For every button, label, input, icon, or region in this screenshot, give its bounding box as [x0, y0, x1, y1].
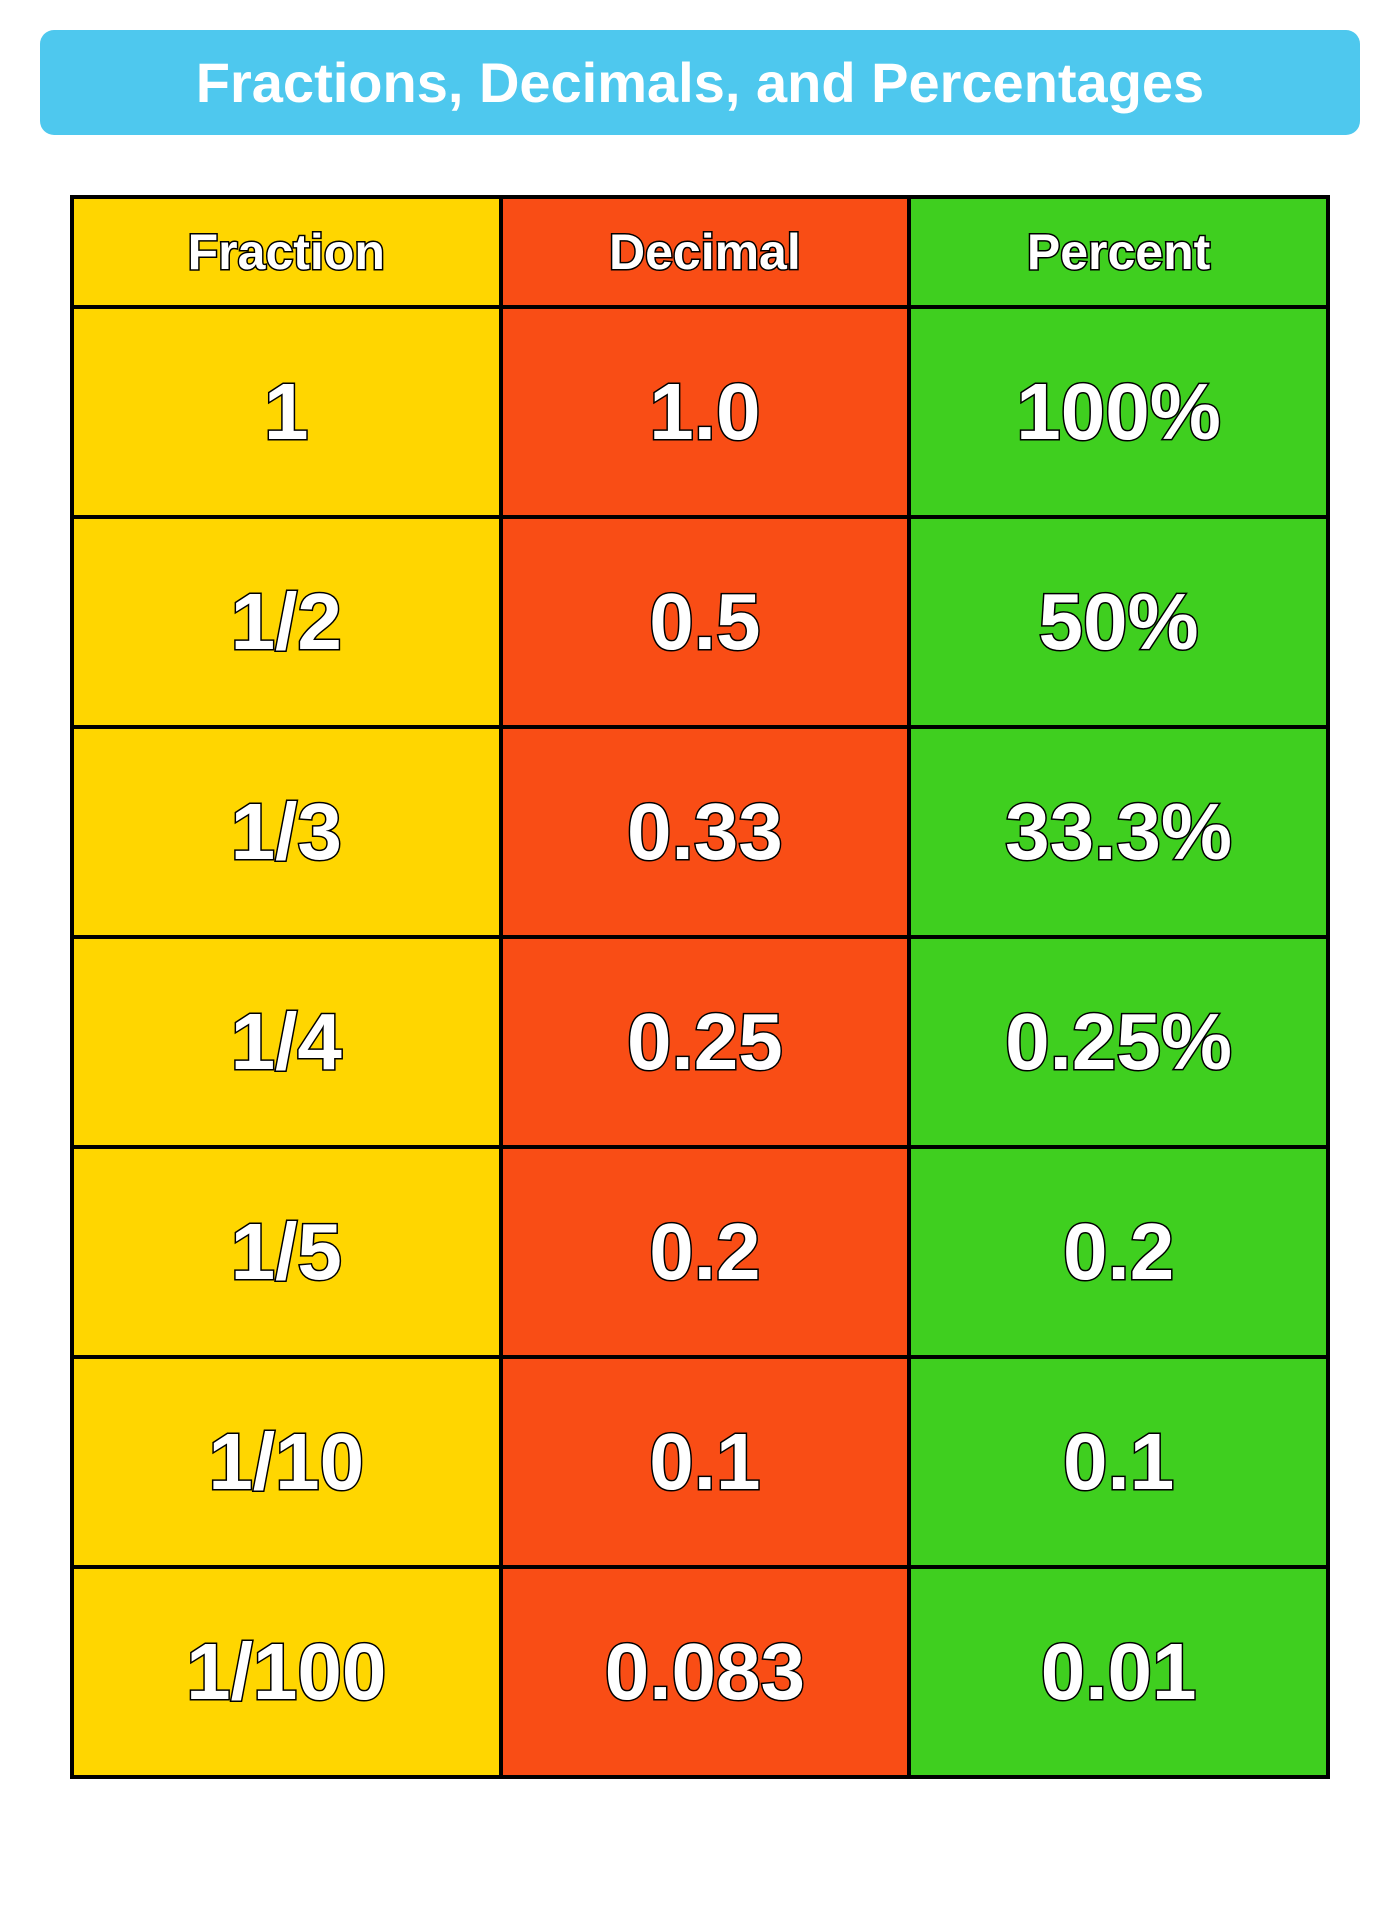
- cell-percent: 0.1: [909, 1357, 1328, 1567]
- table-header-row: Fraction Decimal Percent: [72, 197, 1328, 307]
- cell-percent: 33.3%: [909, 727, 1328, 937]
- table-row: 1/40.250.25%: [72, 937, 1328, 1147]
- table-row: 1/1000.0830.01: [72, 1567, 1328, 1777]
- cell-percent: 0.2: [909, 1147, 1328, 1357]
- cell-decimal: 0.2: [501, 1147, 910, 1357]
- cell-decimal: 1.0: [501, 307, 910, 517]
- cell-decimal: 0.1: [501, 1357, 910, 1567]
- table-row: 1/30.3333.3%: [72, 727, 1328, 937]
- cell-percent: 0.25%: [909, 937, 1328, 1147]
- table-row: 1/50.20.2: [72, 1147, 1328, 1357]
- cell-decimal: 0.5: [501, 517, 910, 727]
- cell-percent: 0.01: [909, 1567, 1328, 1777]
- header-decimal: Decimal: [501, 197, 910, 307]
- cell-fraction: 1/3: [72, 727, 501, 937]
- page-title-text: Fractions, Decimals, and Percentages: [196, 51, 1204, 114]
- table-row: 11.0100%: [72, 307, 1328, 517]
- cell-percent: 100%: [909, 307, 1328, 517]
- cell-fraction: 1/2: [72, 517, 501, 727]
- conversion-table: Fraction Decimal Percent 11.0100%1/20.55…: [70, 195, 1330, 1779]
- cell-decimal: 0.25: [501, 937, 910, 1147]
- cell-fraction: 1/5: [72, 1147, 501, 1357]
- header-percent: Percent: [909, 197, 1328, 307]
- table-body: 11.0100%1/20.550%1/30.3333.3%1/40.250.25…: [72, 307, 1328, 1777]
- cell-percent: 50%: [909, 517, 1328, 727]
- table-row: 1/20.550%: [72, 517, 1328, 727]
- header-fraction: Fraction: [72, 197, 501, 307]
- cell-fraction: 1/10: [72, 1357, 501, 1567]
- cell-fraction: 1: [72, 307, 501, 517]
- page-title: Fractions, Decimals, and Percentages: [40, 30, 1360, 135]
- cell-decimal: 0.083: [501, 1567, 910, 1777]
- cell-fraction: 1/100: [72, 1567, 501, 1777]
- table-row: 1/100.10.1: [72, 1357, 1328, 1567]
- cell-fraction: 1/4: [72, 937, 501, 1147]
- cell-decimal: 0.33: [501, 727, 910, 937]
